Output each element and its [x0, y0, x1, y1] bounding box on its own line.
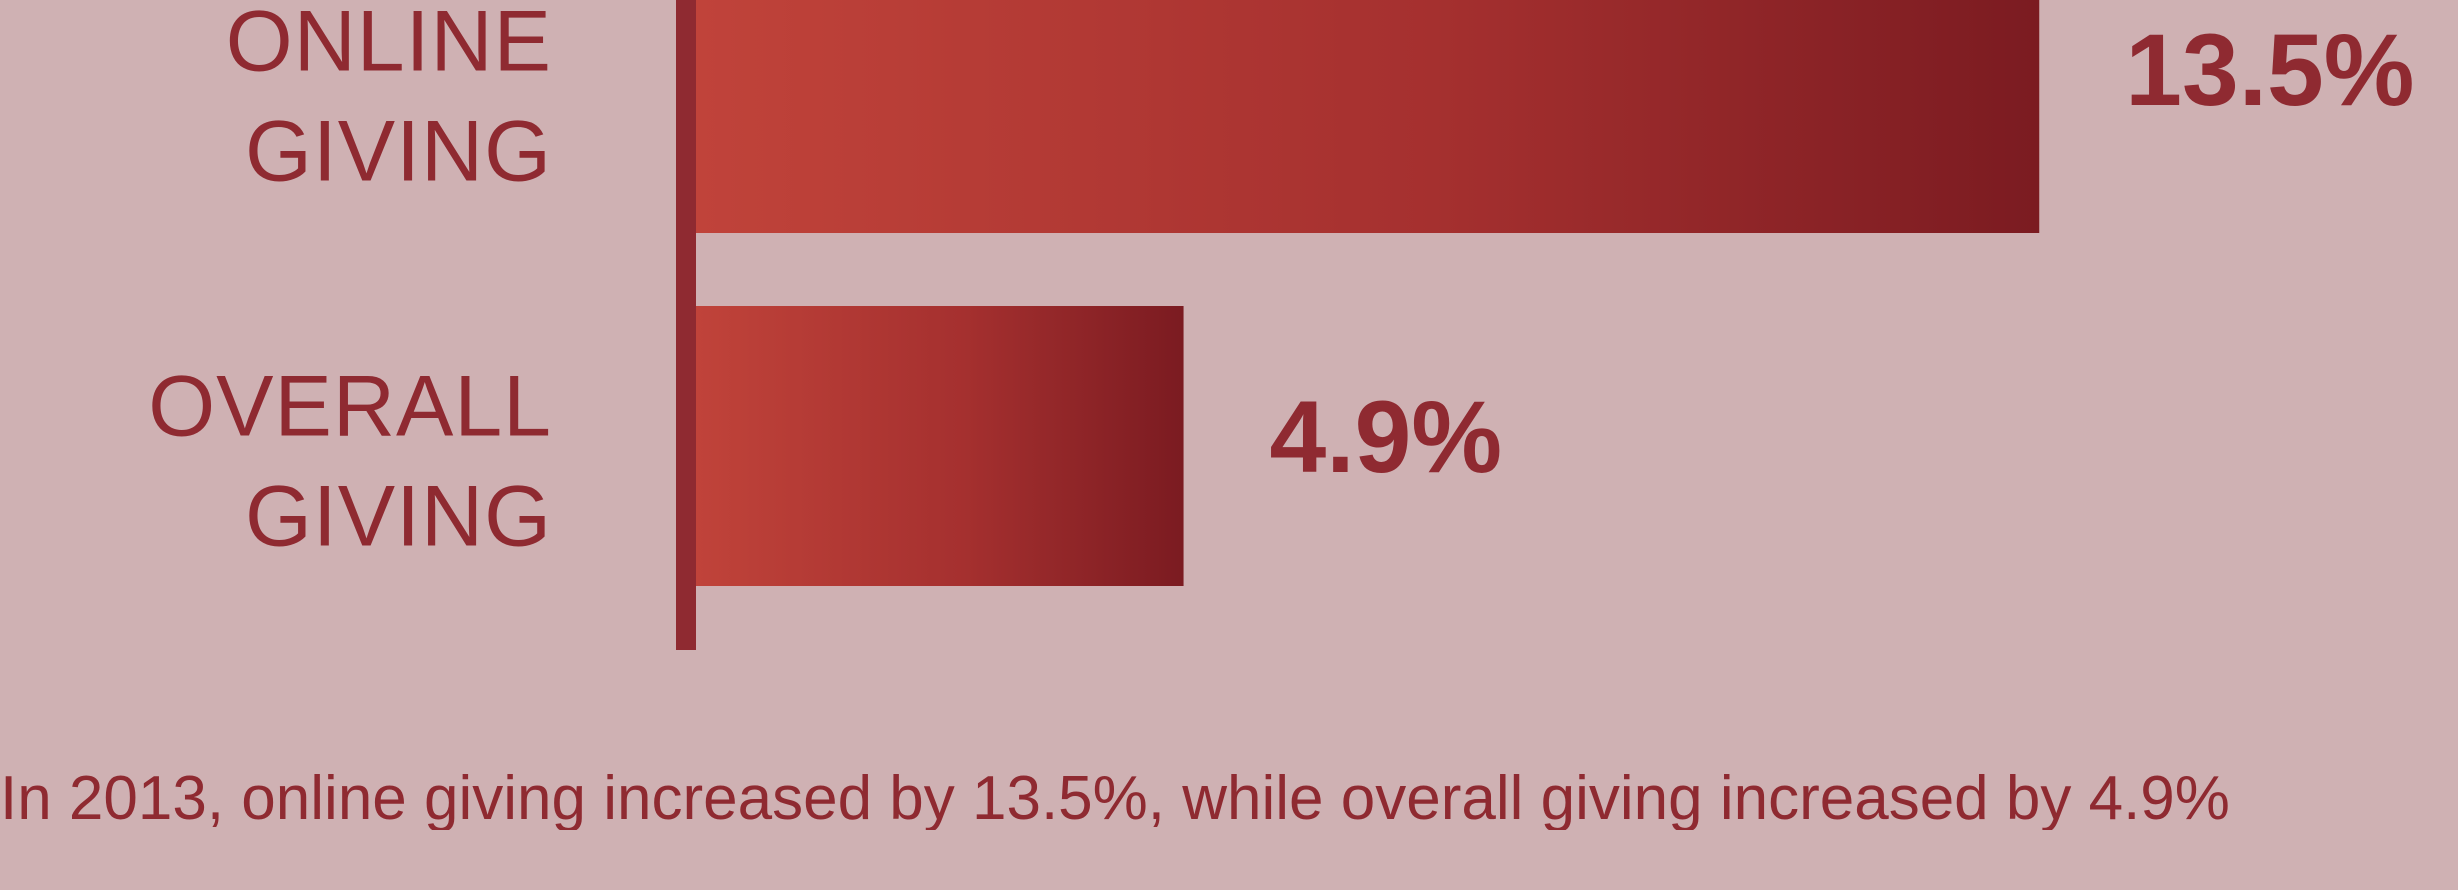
category-label-1-line-0: OVERALL [148, 359, 552, 455]
value-label-0: 13.5% [2125, 13, 2414, 127]
bars-layer [696, 0, 2040, 586]
category-label-0-line-0: ONLINE [226, 0, 552, 90]
y-axis-line [676, 0, 696, 650]
bar-0 [696, 0, 2040, 233]
caption-text: In 2013, online giving increased by 13.5… [0, 768, 2230, 830]
value-label-1: 4.9% [1270, 380, 1503, 494]
bar-1 [696, 306, 1184, 586]
category-label-0-line-1: GIVING [245, 104, 552, 200]
labels-layer: ONLINE GIVING 13.5% OVERALL GIVING 4.9% [148, 0, 2414, 565]
category-label-1-line-1: GIVING [245, 469, 552, 565]
